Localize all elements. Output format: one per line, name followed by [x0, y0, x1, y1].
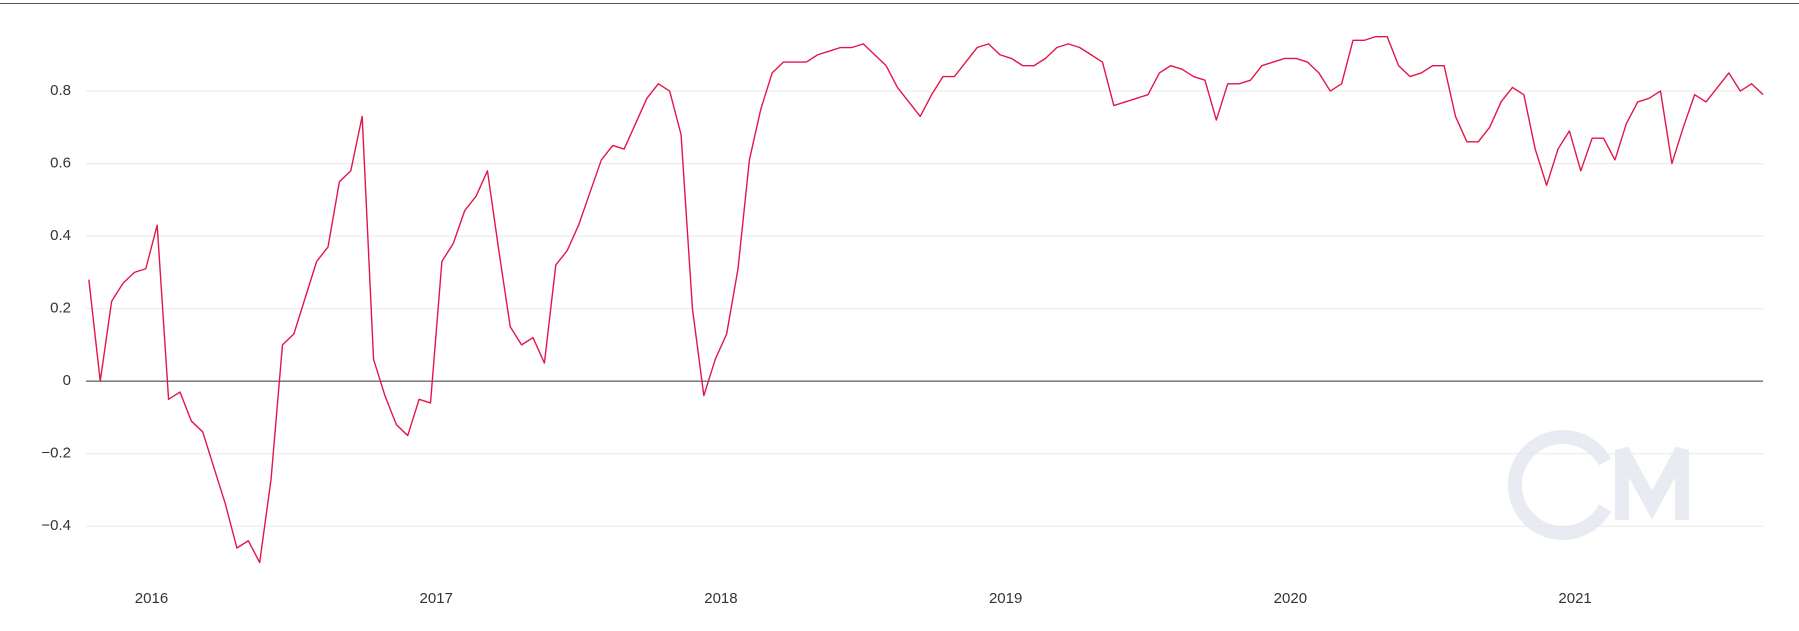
y-tick-label: 0.6: [50, 155, 71, 172]
x-tick-label: 2018: [704, 590, 737, 607]
watermark-c: [1507, 430, 1612, 540]
y-tick-label: −0.2: [41, 445, 71, 462]
x-tick-label: 2016: [135, 590, 168, 607]
watermark-m: [1615, 446, 1689, 520]
line-series: [88, 35, 1764, 564]
y-tick-label: −0.4: [41, 517, 71, 534]
y-tick-label: 0.2: [50, 300, 71, 317]
y-tick-label: 0: [63, 372, 71, 389]
x-tick-label: 2020: [1274, 590, 1307, 607]
y-tick-label: 0.4: [50, 227, 71, 244]
x-tick-label: 2021: [1558, 590, 1591, 607]
x-tick-label: 2019: [989, 590, 1022, 607]
y-tick-label: 0.8: [50, 82, 71, 99]
x-tick-label: 2017: [420, 590, 453, 607]
watermark: [1507, 430, 1689, 540]
